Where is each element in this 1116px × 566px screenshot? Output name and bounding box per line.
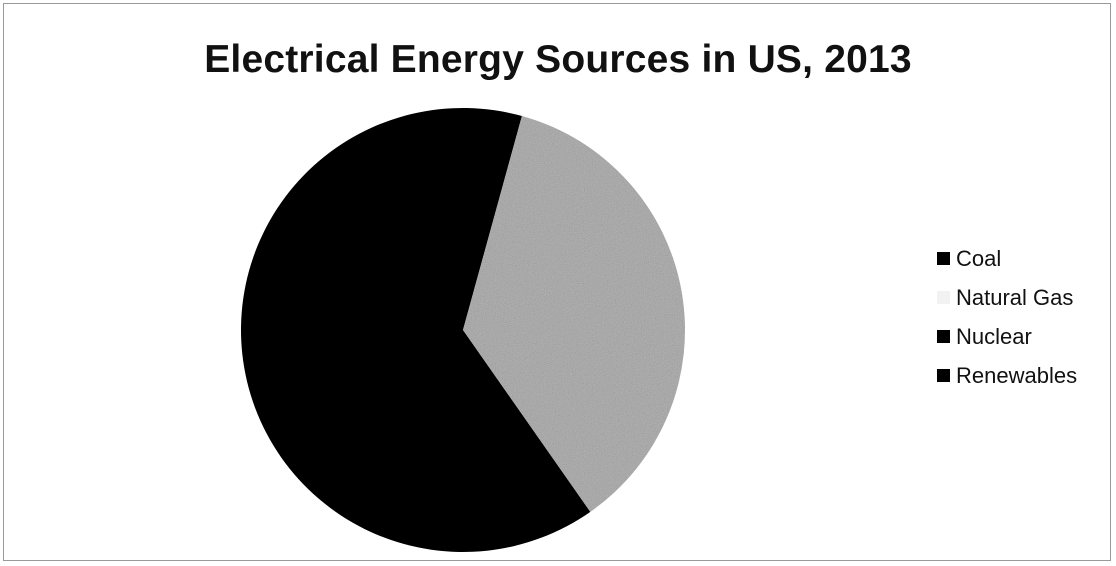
pie-slice-coal xyxy=(240,107,591,552)
legend: Coal Natural Gas Nuclear Renewables xyxy=(937,239,1077,395)
legend-item-coal: Coal xyxy=(937,239,1077,278)
legend-swatch-nuclear xyxy=(937,330,950,343)
pie-slice-natural-gas xyxy=(463,115,685,512)
chart-frame xyxy=(3,3,1111,561)
legend-swatch-renewables xyxy=(937,369,950,382)
legend-item-natural-gas: Natural Gas xyxy=(937,278,1077,317)
legend-label-nuclear: Nuclear xyxy=(956,323,1032,349)
legend-swatch-natural-gas xyxy=(937,291,950,304)
legend-label-renewables: Renewables xyxy=(956,362,1078,388)
legend-label-natural-gas: Natural Gas xyxy=(956,284,1074,310)
chart-title: Electrical Energy Sources in US, 2013 xyxy=(204,38,912,81)
legend-label-coal: Coal xyxy=(956,245,1002,271)
pie-slices xyxy=(240,107,685,552)
legend-item-nuclear: Nuclear xyxy=(937,317,1077,356)
legend-item-renewables: Renewables xyxy=(937,356,1077,395)
legend-swatch-coal xyxy=(937,252,950,265)
